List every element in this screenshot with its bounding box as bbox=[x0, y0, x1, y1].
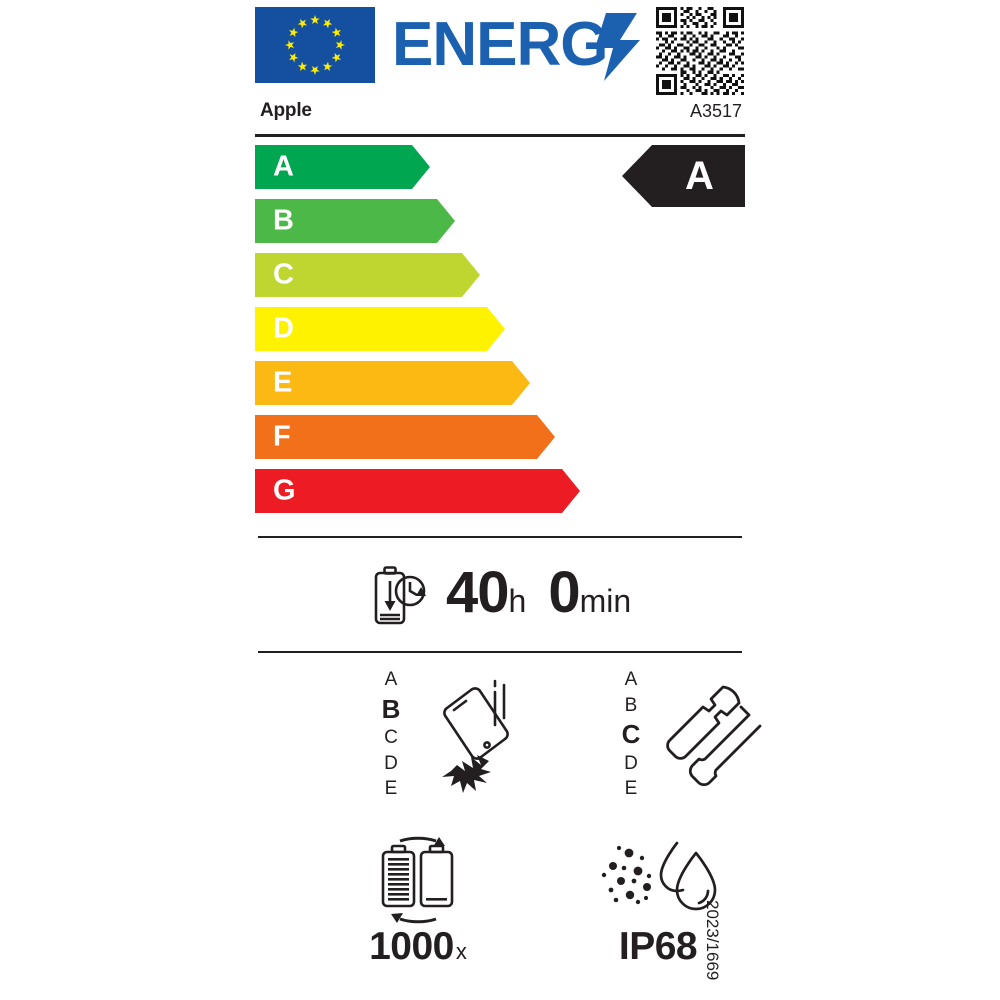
energy-class-letter: C bbox=[273, 258, 294, 291]
rated-class-letter: A bbox=[685, 154, 714, 198]
battery-duration-value: 40 h 0 min bbox=[446, 564, 631, 630]
regulation-reference: 2023/1669 bbox=[703, 900, 722, 981]
battery-duration-block: 40 h 0 min bbox=[250, 556, 750, 636]
battery-clock-icon bbox=[374, 566, 426, 625]
dust-particles bbox=[601, 845, 652, 905]
grade-letter-e: E bbox=[624, 778, 638, 799]
divider-bottom bbox=[258, 651, 742, 653]
energy-class-letter: E bbox=[273, 366, 293, 399]
eu-flag-icon bbox=[255, 7, 375, 83]
energy-label: ENERG bbox=[250, 0, 762, 1000]
grade-letter-b: B bbox=[624, 694, 638, 716]
ingress-protection-cell: IP68 bbox=[548, 835, 768, 985]
energy-class-letter: D bbox=[273, 312, 294, 345]
energy-class-arrow bbox=[255, 253, 480, 297]
energy-class-row: C bbox=[255, 253, 480, 297]
supplier-row: Apple A3517 bbox=[255, 100, 745, 137]
grade-letter-c: C bbox=[621, 719, 641, 749]
energy-class-row: D bbox=[255, 307, 505, 351]
energy-class-arrow bbox=[255, 199, 455, 243]
grade-letter-d: D bbox=[384, 752, 398, 774]
duration-minutes-unit: min bbox=[579, 583, 632, 619]
duration-minutes: 0 bbox=[548, 560, 580, 625]
eu-stars bbox=[285, 15, 345, 75]
energy-class-row: E bbox=[255, 361, 530, 405]
water-drops bbox=[659, 841, 717, 911]
energy-class-arrow bbox=[255, 361, 530, 405]
phone-drop-icon bbox=[442, 679, 509, 793]
duration-hours: 40 bbox=[446, 560, 510, 625]
ingress-protection-value: IP68 bbox=[548, 927, 768, 966]
dust-water-icon bbox=[601, 841, 717, 911]
supplier-brand: Apple bbox=[260, 100, 312, 121]
grade-letter-e: E bbox=[384, 778, 398, 799]
qr-code-icon bbox=[656, 7, 744, 95]
rated-class-badge: A bbox=[622, 145, 745, 207]
energy-class-letter: G bbox=[273, 474, 296, 507]
energy-class-row: B bbox=[255, 199, 455, 243]
energy-class-letter: F bbox=[273, 420, 291, 453]
grade-letter-a: A bbox=[384, 669, 398, 690]
grade-letter-d: D bbox=[624, 752, 638, 774]
model-identifier: A3517 bbox=[689, 101, 742, 121]
energy-class-letter: B bbox=[273, 204, 294, 237]
energy-wordmark: ENERG bbox=[392, 10, 640, 81]
battery-cycles-cell: 1000 x bbox=[308, 835, 528, 985]
ip-rating-text: IP68 bbox=[618, 925, 698, 968]
battery-cycles-count: 1000 bbox=[369, 925, 454, 968]
battery-cycles-icon bbox=[381, 836, 454, 924]
grade-letter-a: A bbox=[624, 669, 638, 690]
energy-class-arrow bbox=[255, 469, 580, 513]
rated-class-arrow bbox=[622, 145, 745, 207]
energy-class-arrow bbox=[255, 415, 555, 459]
energy-class-row: F bbox=[255, 415, 555, 459]
energy-class-arrow bbox=[255, 307, 505, 351]
duration-hours-unit: h bbox=[508, 583, 527, 619]
lightning-bolt-icon bbox=[595, 13, 640, 81]
wrench-screwdriver-icon bbox=[666, 685, 762, 787]
label-header: ENERG bbox=[250, 5, 750, 95]
energy-class-row: A bbox=[255, 145, 430, 189]
battery-cycles-value: 1000 x bbox=[308, 927, 528, 966]
energy-wordmark-text: ENERG bbox=[392, 10, 607, 79]
energy-class-arrow bbox=[255, 145, 430, 189]
energy-class-letter: A bbox=[273, 150, 294, 183]
grade-letter-c: C bbox=[384, 727, 398, 748]
divider-top bbox=[258, 536, 742, 538]
battery-cycles-suffix: x bbox=[455, 939, 467, 964]
energy-class-row: G bbox=[255, 469, 580, 513]
grade-letter-b: B bbox=[381, 693, 401, 724]
